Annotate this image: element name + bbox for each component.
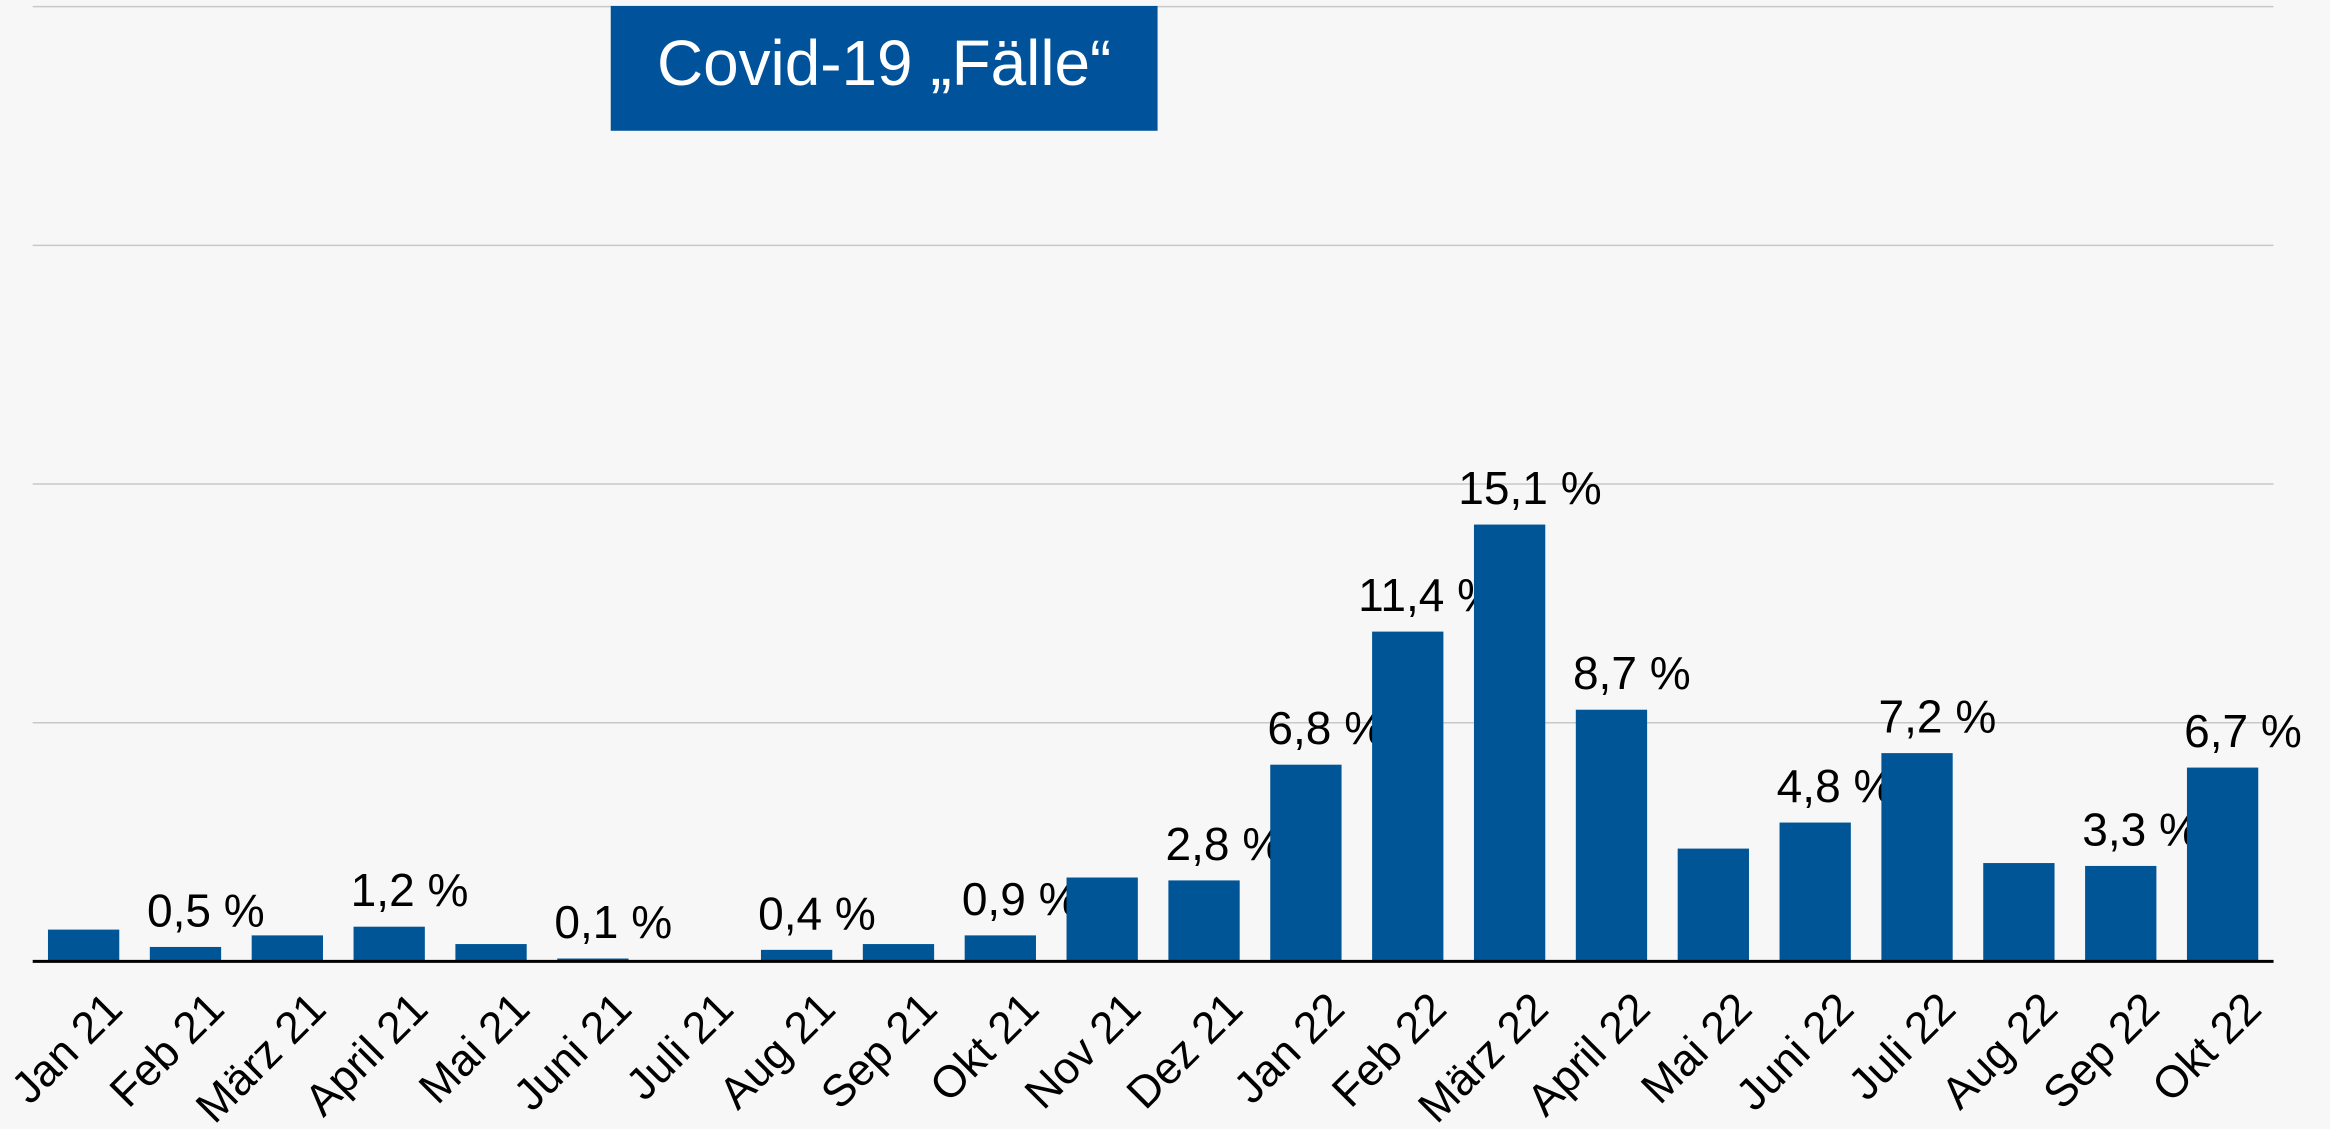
title-box xyxy=(610,5,1158,131)
bar xyxy=(149,946,222,962)
data-label: 8,7 % xyxy=(1573,647,1691,699)
data-label: 2,8 % xyxy=(1166,818,1284,870)
bar xyxy=(862,944,935,962)
data-label: 6,7 % xyxy=(2184,705,2302,757)
bar xyxy=(1677,848,1749,962)
data-label: 15,1 % xyxy=(1458,462,1601,514)
chart-title: Covid-19 „Fälle“ xyxy=(657,27,1111,99)
bar xyxy=(1168,880,1240,962)
bar xyxy=(1473,524,1546,962)
bar xyxy=(1983,863,2055,962)
data-label: 0,9 % xyxy=(962,873,1080,925)
data-label: 7,2 % xyxy=(1879,691,1997,743)
bar xyxy=(964,935,1036,962)
data-label: 6,8 % xyxy=(1267,702,1385,754)
bar xyxy=(1066,877,1138,962)
data-label: 1,2 % xyxy=(351,864,469,916)
bar xyxy=(47,929,120,962)
bar xyxy=(1270,764,1342,962)
data-label: 0,1 % xyxy=(554,896,672,948)
bar xyxy=(1372,631,1444,962)
bar xyxy=(353,926,425,962)
data-label: 0,4 % xyxy=(758,887,876,939)
bar xyxy=(1575,709,1648,962)
bar xyxy=(2186,767,2259,962)
bar xyxy=(760,949,833,962)
bar xyxy=(1779,822,1851,962)
data-label: 4,8 % xyxy=(1777,760,1895,812)
data-label: 3,3 % xyxy=(2082,803,2200,855)
bar xyxy=(455,944,527,962)
data-label: 0,5 % xyxy=(147,884,265,936)
bar xyxy=(1881,753,1953,962)
bar xyxy=(251,935,323,962)
bar xyxy=(2085,865,2157,962)
